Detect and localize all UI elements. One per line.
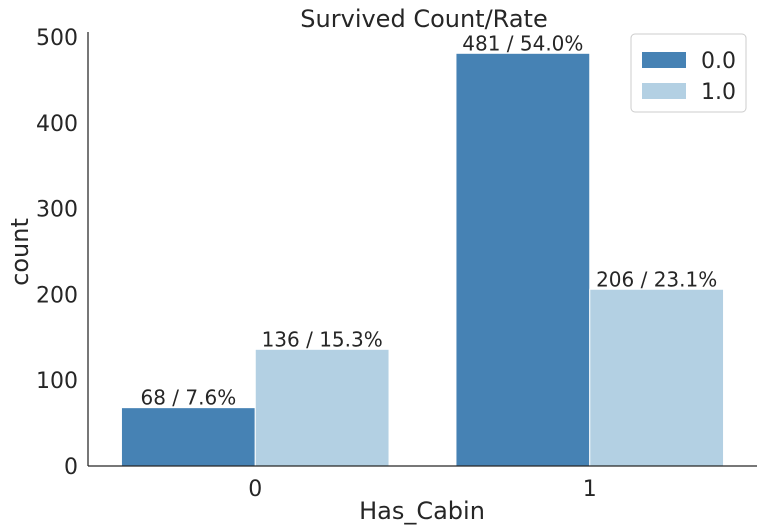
y-tick-label-0: 0 xyxy=(64,455,78,480)
y-tick-label-4: 400 xyxy=(36,112,78,137)
x-axis-label: Has_Cabin xyxy=(359,497,485,525)
y-tick-label-2: 200 xyxy=(36,283,78,308)
bar-labels-group: 68 / 7.6% 481 / 54.0% 136 / 15.3% 206 / 23.… xyxy=(140,31,717,409)
bar-label-series-0-category-0: 68 / 7.6% xyxy=(140,386,236,410)
y-tick-label-1: 100 xyxy=(36,369,78,394)
legend-swatch-series-0 xyxy=(642,52,686,68)
legend-label-series-0: 0.0 xyxy=(701,49,736,74)
bar-series-0-category-0 xyxy=(120,407,256,467)
bar-series-1-category-0 xyxy=(254,348,390,467)
chart-title: Survived Count/Rate xyxy=(300,5,547,33)
bar-label-series-0-category-1: 481 / 54.0% xyxy=(462,31,583,55)
y-tick-label-5: 500 xyxy=(36,26,78,51)
legend-swatch-series-1 xyxy=(642,83,686,99)
bar-label-series-1-category-0: 136 / 15.3% xyxy=(262,327,383,351)
bar-series-1-category-1 xyxy=(589,288,725,467)
y-tick-label-3: 300 xyxy=(36,198,78,223)
bar-series-0-category-1 xyxy=(455,52,591,467)
x-tick-label-1: 1 xyxy=(583,477,597,502)
legend-label-series-1: 1.0 xyxy=(701,80,736,105)
y-axis-label: count xyxy=(6,218,34,286)
legend: 0.0 1.0 xyxy=(630,33,747,113)
x-tick-label-0: 0 xyxy=(248,477,262,502)
bar-label-series-1-category-1: 206 / 23.1% xyxy=(596,267,717,291)
bars-group xyxy=(120,52,725,467)
y-ticks-group: 0 100 200 300 400 500 xyxy=(36,26,78,480)
